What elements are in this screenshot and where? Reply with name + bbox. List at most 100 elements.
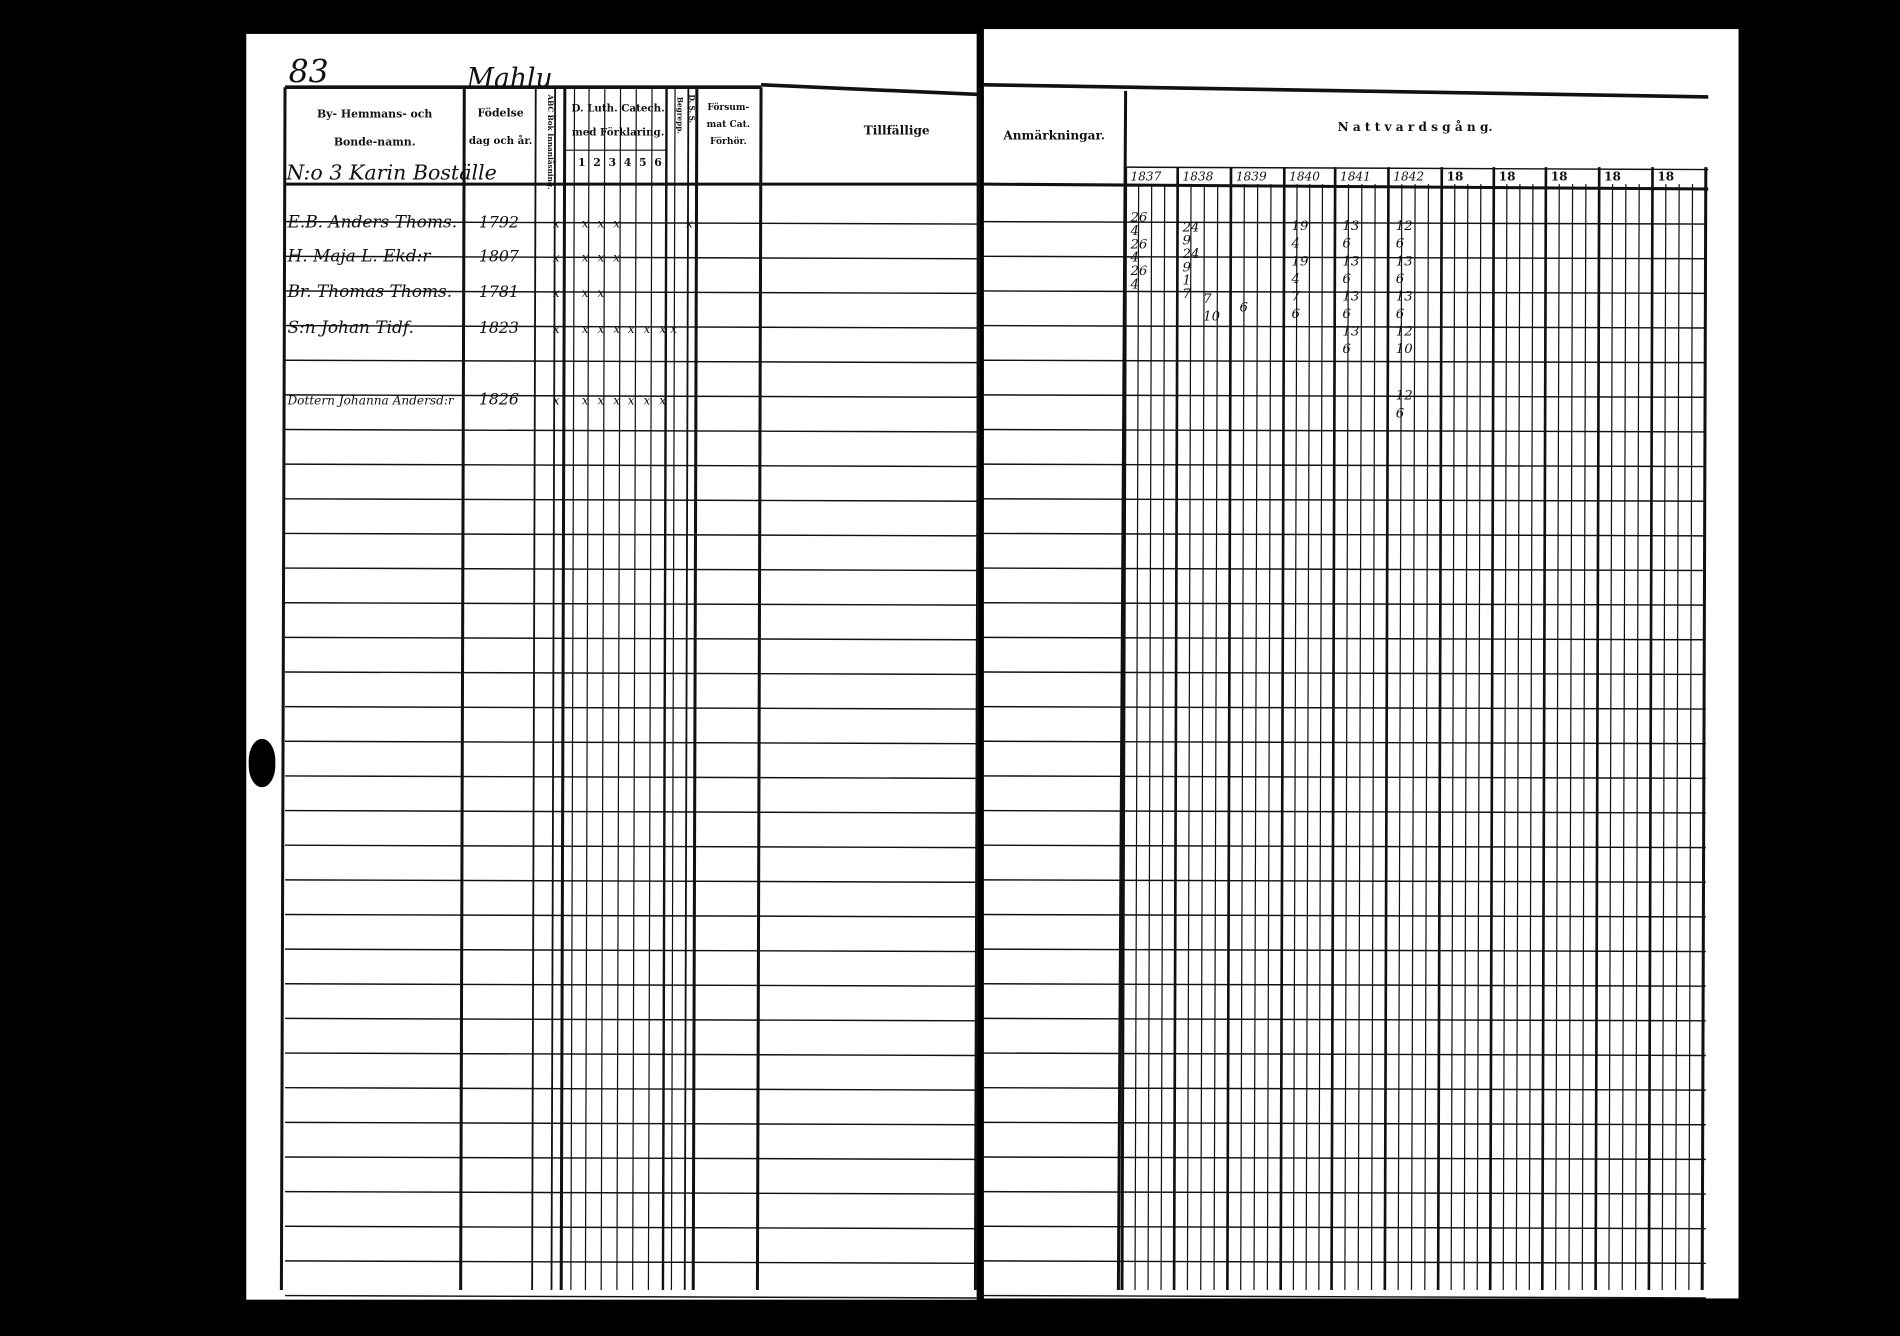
communion-date: 10 [1396, 342, 1413, 357]
communion-date: 12 [1396, 219, 1413, 234]
communion-date: 6 [1342, 272, 1351, 287]
exam-mark: x [598, 394, 605, 408]
row-rule [285, 532, 977, 537]
exam-mark: x [613, 217, 620, 231]
subcolumn-rule [1200, 184, 1205, 1290]
communion-date: 10 [1203, 309, 1220, 324]
exam-mark: x [598, 251, 605, 265]
header-tillfallige: Tillfällige [864, 123, 930, 137]
year-label: 1839 [1236, 169, 1267, 183]
subcolumn-rule [1450, 184, 1456, 1290]
header-name-2: Bonde-namn. [334, 135, 416, 148]
column-rule [570, 87, 576, 1290]
year-column-rule [1226, 167, 1233, 1290]
row-rule [285, 290, 977, 295]
row-rule [983, 983, 1706, 987]
row-rule [983, 428, 1706, 433]
row-rule [285, 1052, 977, 1057]
catech-subcol-label: 3 [609, 156, 617, 169]
year-column-rule [1594, 167, 1601, 1290]
subcolumn-rule [1186, 184, 1192, 1290]
communion-date: 13 [1342, 325, 1359, 340]
year-label: 18 [1499, 169, 1516, 183]
year-label: 1840 [1289, 169, 1320, 183]
header-top-rule [983, 82, 1709, 99]
row-rule [983, 1260, 1706, 1265]
catech-subcol-label: 6 [654, 156, 662, 169]
entry-name: H. Maja L. Ekd:r [286, 246, 431, 266]
row-rule [285, 428, 977, 433]
entry-birth-year: 1792 [479, 213, 519, 232]
row-rule [983, 601, 1706, 606]
row-rule [285, 1225, 977, 1230]
header-name-1: By- Hemmans- och [317, 107, 432, 120]
catech-subcol-label: 4 [624, 156, 632, 169]
header-forsummat-3: Förhör. [710, 136, 747, 147]
exam-mark: x [659, 322, 666, 336]
communion-date: 19 [1292, 219, 1309, 234]
catech-subcol-label: 5 [639, 156, 647, 169]
subcolumn-rule [1305, 184, 1311, 1290]
row-rule [285, 498, 977, 502]
row-rule [285, 1294, 977, 1299]
header-forsummat-1: Försum- [707, 102, 749, 113]
subcolumn-rule [1397, 184, 1403, 1290]
communion-date: 19 [1292, 254, 1309, 269]
row-rule [285, 601, 977, 606]
row-rule [285, 1121, 977, 1126]
communion-date: 4 [1291, 237, 1300, 252]
communion-date: 6 [1396, 237, 1405, 252]
communion-date: 6 [1342, 307, 1351, 322]
row-rule [285, 255, 977, 260]
row-rule [285, 948, 977, 953]
subcolumn-rule [1160, 184, 1166, 1290]
subcolumn-rule [1688, 184, 1694, 1290]
row-rule [285, 775, 977, 780]
subcolumn-rule [1581, 184, 1587, 1290]
exam-mark: x [553, 217, 560, 231]
subcolumn-rule [1424, 184, 1430, 1290]
year-label: 18 [1604, 169, 1621, 183]
subcolumn-rule [1634, 184, 1640, 1290]
year-column-rule [1172, 167, 1180, 1290]
row-rule [285, 1156, 977, 1161]
exam-mark: x [659, 394, 666, 408]
row-rule [983, 636, 1706, 641]
column-rule [550, 87, 557, 1290]
communion-date: 6 [1396, 406, 1405, 421]
row-rule [285, 705, 977, 710]
subcolumn-rule [1555, 184, 1560, 1290]
year-label: 18 [1447, 169, 1464, 183]
row-rule [285, 1190, 977, 1195]
communion-date: 6 [1396, 272, 1405, 287]
row-rule [983, 498, 1706, 502]
entry-birth-year: 1823 [479, 318, 519, 337]
row-rule [983, 740, 1706, 745]
subcolumn-rule [1357, 184, 1363, 1290]
row-rule [983, 1190, 1706, 1195]
household-heading: N:o 3 Karin Boställe [285, 160, 497, 184]
column-rule [584, 87, 590, 1290]
row-rule [983, 1225, 1706, 1230]
communion-date: 4 [1291, 272, 1300, 287]
entry-name: S:n Johan Tidf. [287, 317, 414, 337]
row-rule [983, 775, 1706, 780]
exam-mark: x [582, 394, 589, 408]
row-rule [983, 1121, 1706, 1126]
row-rule [285, 740, 977, 745]
year-column-rule [1330, 167, 1337, 1290]
exam-mark: x [613, 394, 620, 408]
exam-mark: x [628, 394, 635, 408]
subcolumn-rule [1621, 184, 1627, 1290]
subcolumn-rule [1147, 184, 1153, 1290]
row-rule [285, 1086, 977, 1091]
communion-date: 7 [1203, 292, 1212, 307]
header-top-rule [760, 82, 980, 97]
place-name: Mahlu [466, 63, 553, 94]
communion-date: 12 [1396, 389, 1413, 404]
year-column-rule [1488, 167, 1496, 1290]
exam-mark: x [553, 394, 560, 408]
subcolumn-rule [1318, 184, 1324, 1290]
year-label: 1837 [1130, 169, 1161, 183]
exam-mark: x [613, 251, 620, 265]
